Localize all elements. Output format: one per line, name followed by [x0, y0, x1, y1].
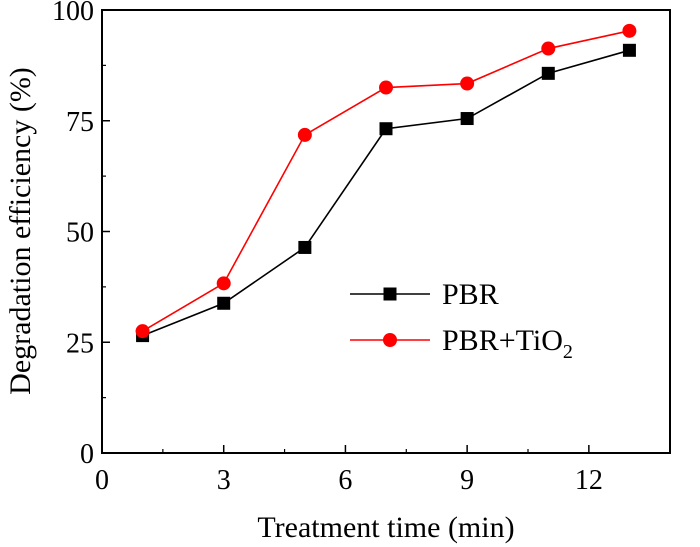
x-tick-label: 3 [217, 465, 231, 496]
tick-labels: 0 3 6 9 12 0 25 50 75 100 [52, 0, 603, 496]
y-tick-label: 0 [80, 439, 94, 470]
legend-label-pbr-tio2-sub: 2 [563, 341, 573, 363]
data-point-pbr-tio2 [379, 80, 393, 95]
legend-marker-pbr [383, 287, 397, 301]
x-tick-label: 0 [95, 465, 109, 496]
data-point-pbr-tio2 [460, 76, 475, 91]
x-tick-label: 6 [338, 465, 352, 496]
data-point-pbr-tio2 [135, 324, 150, 339]
y-tick-label: 75 [66, 107, 94, 138]
legend-label-pbr-tio2: PBR+TiO2 [442, 324, 573, 363]
y-axis-label: Degradation efficiency (%) [4, 67, 37, 395]
legend-label-pbr-tio2-main: PBR+TiO [442, 324, 563, 357]
series-line-pbr-tio2 [142, 30, 630, 332]
data-point-pbr-tio2 [297, 127, 312, 142]
data-point-pbr [622, 43, 636, 57]
data-point-pbr [379, 122, 393, 136]
legend: PBR PBR+TiO2 [350, 278, 573, 363]
data-point-pbr [460, 112, 474, 126]
y-tick-label: 100 [52, 0, 94, 27]
data-point-pbr-tio2 [216, 276, 231, 291]
y-tick-label: 50 [66, 218, 94, 249]
x-tick-label: 12 [575, 465, 603, 496]
data-point-pbr [298, 240, 312, 254]
legend-label-pbr: PBR [442, 278, 499, 311]
data-point-pbr [541, 66, 555, 80]
data-point-pbr-tio2 [541, 41, 556, 56]
data-point-pbr-tio2 [622, 23, 637, 38]
axis-ticks [101, 9, 590, 454]
x-tick-label: 9 [460, 465, 474, 496]
plot-frame [101, 9, 671, 454]
y-tick-label: 25 [66, 328, 94, 359]
series-layer [135, 23, 637, 343]
data-point-pbr [217, 296, 231, 310]
x-axis-label: Treatment time (min) [257, 511, 514, 544]
legend-marker-pbr-tio2 [383, 333, 397, 347]
